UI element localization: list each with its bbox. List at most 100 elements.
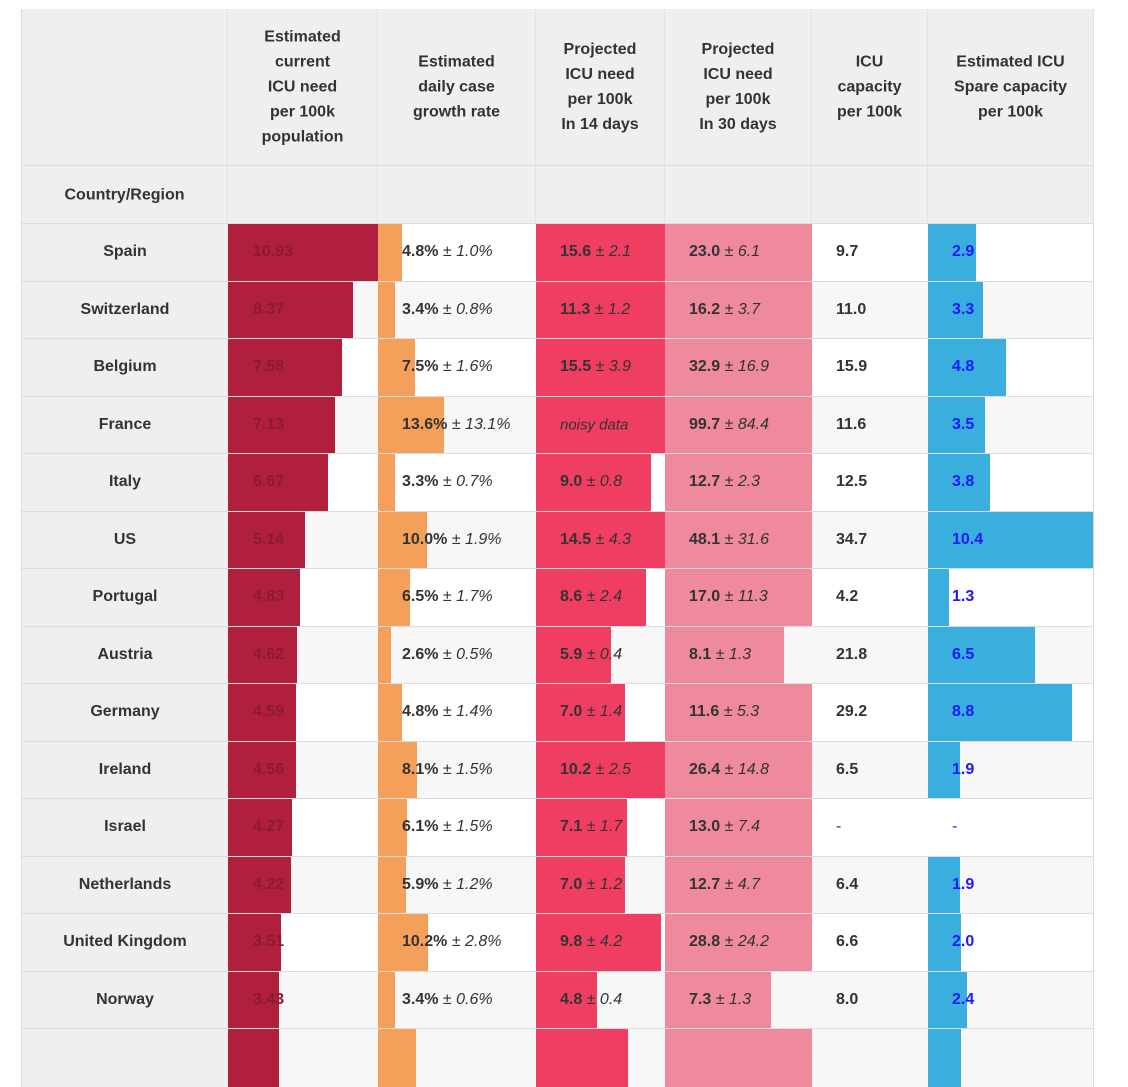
icu-bar — [228, 1029, 279, 1087]
p14-bar — [536, 396, 665, 453]
header-line: Estimated ICU — [956, 53, 1065, 71]
partial-cell — [378, 1029, 536, 1087]
country-cell[interactable]: Italy — [21, 454, 228, 511]
projected-30: 16.2 ± 3.7 — [689, 301, 760, 319]
projected-14-value: 7.0 — [560, 875, 583, 893]
country-name: United Kingdom — [63, 933, 187, 951]
growth-rate-value: 4.8% — [402, 703, 439, 721]
table-row[interactable]: Belgium 7.58 7.5% ± 1.6% 15.5 ± 3.9 32.9 ± 1… — [21, 339, 1094, 397]
growth-rate: 7.5% ± 1.6% — [402, 358, 493, 376]
projected-14-error: ± 4.2 — [586, 933, 623, 951]
growth-rate: 2.6% ± 0.5% — [402, 646, 493, 664]
growth-bar — [378, 799, 407, 856]
growth-rate-value: 6.5% — [402, 588, 439, 606]
country-cell[interactable]: Belgium — [21, 339, 228, 396]
country-cell[interactable]: Germany — [21, 684, 228, 741]
projected-30-value: 99.7 — [689, 415, 721, 433]
icu-capacity-value: 29.2 — [836, 703, 868, 721]
country-name: Italy — [108, 473, 141, 491]
current-icu-cell: 4.59 — [228, 684, 378, 741]
spare-bar — [928, 339, 1006, 396]
table-row[interactable]: Israel 4.27 6.1% ± 1.5% 7.1 ± 1.7 13.0 ± 7.4… — [21, 799, 1094, 857]
projected-30-error: ± 7.4 — [724, 818, 761, 836]
partial-cell — [536, 1029, 665, 1087]
country-cell[interactable]: United Kingdom — [21, 914, 228, 971]
projected-14-error: ± 0.4 — [586, 990, 623, 1008]
header-projected-30[interactable]: Projected ICU need per 100k In 30 days — [665, 9, 812, 165]
header-growth-rate[interactable]: Estimated daily case growth rate — [378, 9, 536, 165]
country-cell[interactable]: Netherlands — [21, 856, 228, 913]
icu-bar — [228, 339, 342, 396]
icu-capacity-value: 21.8 — [836, 645, 868, 663]
spare-capacity-value: 3.8 — [952, 473, 975, 491]
country-cell[interactable]: France — [21, 396, 228, 453]
header-projected-14[interactable]: Projected ICU need per 100k In 14 days — [536, 9, 665, 165]
spare-capacity-value: 3.3 — [952, 300, 975, 318]
spare-bar — [928, 626, 1035, 683]
header-current-icu[interactable]: Estimated current ICU need per 100k populati… — [228, 9, 378, 165]
icu-capacity-cell: 8.0 — [812, 971, 928, 1028]
country-name: Norway — [96, 990, 154, 1008]
country-cell[interactable]: Switzerland — [21, 281, 228, 338]
header-line: current — [274, 53, 331, 71]
projected-30-value: 12.7 — [689, 875, 721, 893]
projected-30: 7.3 ± 1.3 — [689, 991, 751, 1009]
table-row[interactable]: Portugal 4.83 6.5% ± 1.7% 8.6 ± 2.4 17.0 ± 1… — [21, 569, 1094, 627]
country-cell[interactable]: Austria — [21, 626, 228, 683]
country-cell[interactable]: Spain — [21, 224, 228, 281]
table-row[interactable]: Switzerland 8.37 3.4% ± 0.8% 11.3 ± 1.2 16.2… — [21, 281, 1094, 339]
projected-14: 10.2 ± 2.5 — [560, 761, 631, 779]
projected-14: 15.6 ± 2.1 — [560, 243, 631, 261]
projected-30-value: 48.1 — [689, 530, 721, 548]
table-row[interactable]: Italy 6.67 3.3% ± 0.7% 9.0 ± 0.8 12.7 ± 2.3 1… — [21, 454, 1094, 512]
table-row[interactable]: Germany 4.59 4.8% ± 1.4% 7.0 ± 1.4 11.6 ± 5.… — [21, 684, 1094, 742]
growth-rate-cell: 10.0% ± 1.9% — [378, 511, 536, 568]
country-name: Portugal — [92, 588, 158, 606]
country-column-header[interactable]: Country/Region — [21, 166, 228, 223]
growth-rate: 8.1% ± 1.5% — [402, 761, 493, 779]
projected-14-value: 7.1 — [560, 818, 583, 836]
spare-capacity-cell: 1.3 — [928, 569, 1094, 626]
table-row[interactable]: Ireland 4.56 8.1% ± 1.5% 10.2 ± 2.5 26.4 ± 1… — [21, 741, 1094, 799]
projected-30-error: ± 1.3 — [715, 990, 752, 1008]
icu-capacity-cell: 21.8 — [812, 626, 928, 683]
projected-14: 9.0 ± 0.8 — [560, 473, 622, 491]
country-cell[interactable]: Israel — [21, 799, 228, 856]
country-cell[interactable]: Portugal — [21, 569, 228, 626]
table-row[interactable]: Austria 4.62 2.6% ± 0.5% 5.9 ± 0.4 8.1 ± 1.3… — [21, 626, 1094, 684]
table-row[interactable]: US 5.14 10.0% ± 1.9% 14.5 ± 4.3 48.1 ± 31.6 3… — [21, 511, 1094, 569]
projected-14-value: 15.6 — [560, 243, 592, 261]
header-line: In 30 days — [699, 116, 777, 133]
table-row[interactable]: Norway 3.43 3.4% ± 0.6% 4.8 ± 0.4 7.3 ± 1.3 8… — [21, 971, 1094, 1029]
table-row[interactable]: United Kingdom 3.51 10.2% ± 2.8% 9.8 ± 4.2 2… — [21, 914, 1094, 972]
header-projected-14-label: Projected ICU need per 100k In 14 days — [536, 37, 664, 137]
header-spare-capacity[interactable]: Estimated ICU Spare capacity per 100k — [928, 9, 1094, 165]
p14-bar — [536, 1029, 628, 1087]
growth-rate-error: ± 1.9% — [451, 530, 502, 548]
projected-14-value: 14.5 — [560, 530, 592, 548]
header-icu-capacity[interactable]: ICU capacity per 100k — [812, 9, 928, 165]
country-cell[interactable]: US — [21, 511, 228, 568]
p14-bar — [536, 914, 661, 971]
projected-14: 8.6 ± 2.4 — [560, 588, 622, 606]
projected-30: 17.0 ± 11.3 — [689, 588, 768, 606]
header-line: per 100k — [978, 103, 1043, 121]
country-name: US — [113, 530, 137, 548]
country-cell[interactable]: Ireland — [21, 741, 228, 798]
projected-14-cell: 8.6 ± 2.4 — [536, 569, 665, 626]
icu-capacity-value: 11.0 — [836, 300, 867, 318]
growth-rate-cell: 5.9% ± 1.2% — [378, 856, 536, 913]
projected-14-value: 7.0 — [560, 703, 583, 721]
projected-30-cell: 48.1 ± 31.6 — [665, 511, 812, 568]
projected-30: 32.9 ± 16.9 — [689, 358, 769, 376]
icu-capacity-cell: 4.2 — [812, 569, 928, 626]
table-row[interactable]: Spain 10.93 4.8% ± 1.0% 15.6 ± 2.1 23.0 ± 6.… — [21, 224, 1094, 282]
projected-30-error: ± 16.9 — [724, 358, 769, 376]
country-name: Netherlands — [78, 875, 172, 893]
growth-rate: 5.9% ± 1.2% — [402, 876, 493, 894]
table-row[interactable]: Netherlands 4.22 5.9% ± 1.2% 7.0 ± 1.2 12.7 … — [21, 856, 1094, 914]
spare-capacity-cell: 2.9 — [928, 224, 1094, 281]
country-cell[interactable]: Norway — [21, 971, 228, 1028]
growth-rate-value: 6.1% — [402, 818, 439, 836]
table-row[interactable]: France 7.13 13.6% ± 13.1% noisy data 99.7 ± … — [21, 396, 1094, 454]
